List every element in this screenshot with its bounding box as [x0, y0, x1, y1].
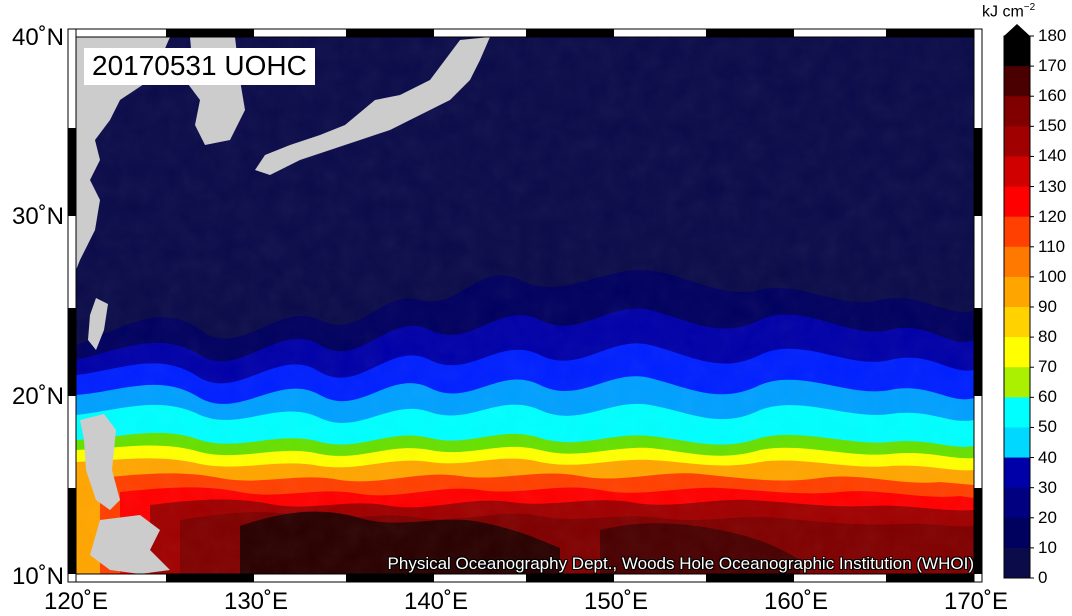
colorbar-tick-label: 150	[1038, 116, 1067, 136]
lat-label-30: 30˚N	[11, 203, 64, 230]
land-visayas	[90, 515, 170, 574]
colorbar-unit-exp: −2	[1023, 2, 1036, 13]
lon-label-140: 140˚E	[403, 588, 469, 615]
land-masses	[76, 37, 490, 574]
colorbar-tick-label: 160	[1038, 86, 1067, 106]
lon-label-170: 170˚E	[943, 588, 1009, 615]
lon-label-150: 150˚E	[583, 588, 649, 615]
land-luzon	[80, 414, 120, 510]
colorbar-tick-label: 130	[1038, 176, 1067, 196]
lat-label-40: 40˚N	[11, 24, 64, 51]
colorbar-swatch	[1004, 397, 1030, 428]
colorbar-tick-label: 100	[1038, 266, 1067, 286]
colorbar-swatch	[1004, 457, 1030, 489]
colorbar-tick-label: 40	[1038, 447, 1057, 467]
colorbar-swatch	[1004, 216, 1030, 248]
colorbar-swatch	[1004, 337, 1030, 368]
lon-label-160: 160˚E	[763, 588, 829, 615]
colorbar-tick-label: 60	[1038, 387, 1057, 407]
land-japan	[255, 37, 490, 175]
colorbar-swatch	[1004, 547, 1030, 579]
colorbar-tick-label: 80	[1038, 327, 1057, 347]
credit-text: Physical Oceanography Dept., Woods Hole …	[387, 554, 974, 573]
colorbar-tick-label: 20	[1038, 507, 1057, 527]
colorbar-tick-label: 110	[1038, 236, 1066, 256]
colorbar-swatch	[1004, 367, 1030, 398]
colorbar-swatch	[1004, 126, 1030, 157]
colorbar-tick-label: 0	[1038, 568, 1048, 587]
lon-label-130: 130˚E	[223, 588, 289, 615]
land-taiwan	[88, 298, 108, 350]
colorbar-swatch	[1004, 276, 1030, 308]
lat-label-10: 10˚N	[11, 563, 64, 590]
colorbar-unit: kJ cm−2	[982, 2, 1035, 21]
colorbar-swatch	[1004, 156, 1030, 188]
colorbar-tick-label: 70	[1038, 357, 1057, 377]
colorbar-swatch	[1004, 96, 1030, 127]
colorbar-tick-label: 10	[1038, 537, 1057, 557]
colorbar-tick-label: 90	[1038, 297, 1057, 316]
colorbar-swatch	[1004, 186, 1030, 218]
colorbar-tick-label: 180	[1038, 26, 1067, 45]
uohc-field	[76, 37, 974, 574]
lat-label-20: 20˚N	[11, 383, 64, 410]
colorbar-swatch	[1004, 307, 1030, 338]
map-frame-ticks	[67, 28, 983, 583]
colorbar-tick-label: 120	[1038, 206, 1067, 226]
colorbar	[1003, 24, 1034, 579]
colorbar-swatch	[1004, 246, 1030, 278]
colorbar-swatch	[1004, 487, 1030, 519]
land-china	[76, 37, 170, 270]
colorbar-tick-label: 140	[1038, 146, 1067, 166]
lon-label-120: 120˚E	[43, 588, 109, 615]
colorbar-arrow	[1004, 24, 1030, 36]
colorbar-swatch	[1004, 36, 1030, 67]
colorbar-unit-text: kJ cm	[982, 3, 1024, 21]
colorbar-tick-label: 170	[1038, 56, 1067, 76]
colorbar-tick-label: 30	[1038, 477, 1057, 497]
colorbar-tick-label: 50	[1038, 417, 1057, 437]
colorbar-swatch	[1004, 427, 1030, 459]
colorbar-swatch	[1004, 66, 1030, 97]
colorbar-swatch	[1004, 517, 1030, 549]
map-title: 20170531 UOHC	[84, 48, 315, 85]
